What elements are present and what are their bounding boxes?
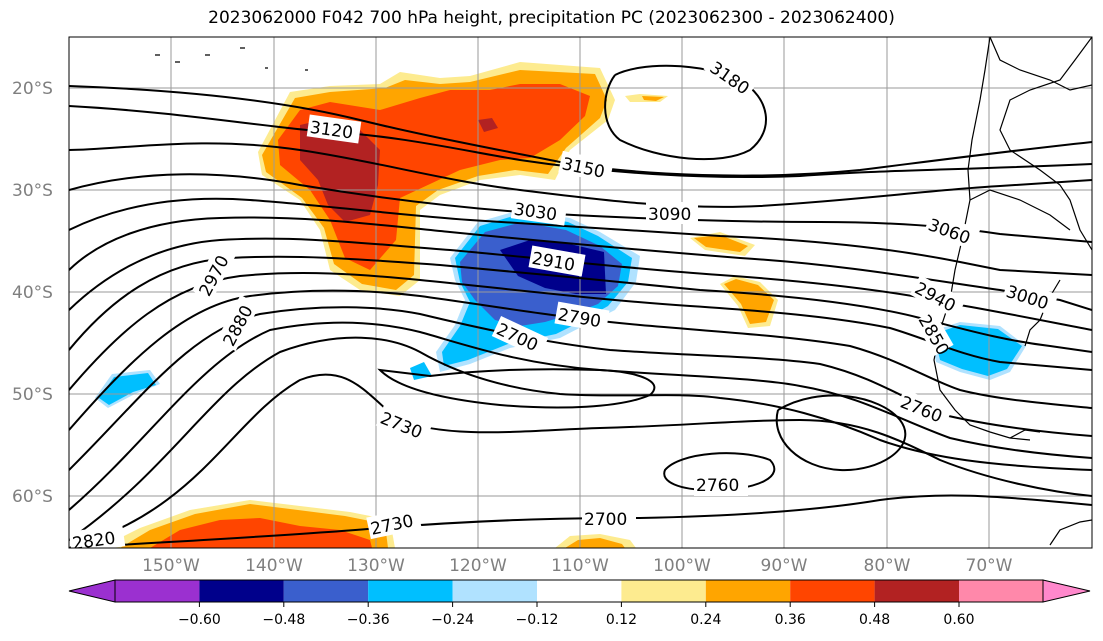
colorbar-bin: [452, 580, 537, 602]
contour-label: 2700: [584, 510, 627, 530]
colorbar-tick-label: 0.60: [943, 612, 974, 628]
colorbar-tick-label: 0.48: [859, 612, 890, 628]
lon-label: 150°W: [142, 556, 200, 576]
colorbar-bin: [199, 580, 284, 602]
lon-label: 140°W: [245, 556, 303, 576]
colorbar-tick-label: −0.60: [178, 612, 221, 628]
colorbar-bin: [621, 580, 706, 602]
colorbar-tick-label: −0.48: [262, 612, 305, 628]
lat-label: 60°S: [12, 487, 53, 507]
colorbar-extend-low: [68, 579, 116, 603]
map-title: 2023062000 F042 700 hPa height, precipit…: [208, 8, 895, 28]
colorbar-bin: [959, 580, 1043, 602]
lon-label: 80°W: [864, 556, 911, 576]
map-plot-area: 3180 3120 3150 3090 3030 3060 2970 2910 …: [69, 37, 1092, 555]
colorbar-tick-label: 0.12: [606, 612, 637, 628]
latitude-labels: 20°S 30°S 40°S 50°S 60°S: [12, 79, 53, 507]
lon-label: 90°W: [761, 556, 808, 576]
colorbar-tick-label: −0.12: [516, 612, 559, 628]
contour-label: 2760: [696, 476, 739, 496]
colorbar-tick-label: −0.36: [347, 612, 390, 628]
precip-positive-south: [100, 500, 636, 548]
lon-label: 100°W: [653, 556, 711, 576]
contour-label: 3090: [648, 205, 691, 225]
lat-label: 20°S: [12, 79, 53, 99]
lon-label: 120°W: [449, 556, 507, 576]
colorbar-extend-high: [1042, 579, 1091, 603]
lat-label: 30°S: [12, 181, 53, 201]
colorbar: −0.60 −0.48 −0.36 −0.24 −0.12 0.12 0.24 …: [68, 579, 1091, 628]
colorbar-bin: [115, 580, 200, 602]
colorbar-bin: [874, 580, 959, 602]
colorbar-tick-label: −0.24: [431, 612, 474, 628]
map-frame: [68, 36, 1093, 549]
colorbar-bin: [537, 580, 622, 602]
lat-label: 40°S: [12, 283, 53, 303]
lon-label: 70°W: [966, 556, 1013, 576]
contour-label: 2820: [71, 529, 117, 555]
colorbar-tick-label: 0.24: [690, 612, 721, 628]
colorbar-bin: [283, 580, 369, 602]
colorbar-bin: [790, 580, 875, 602]
colorbar-bin: [705, 580, 791, 602]
lat-label: 50°S: [12, 385, 53, 405]
colorbar-tick-label: 0.36: [775, 612, 806, 628]
lon-label: 110°W: [551, 556, 609, 576]
lon-label: 130°W: [347, 556, 405, 576]
colorbar-bin: [368, 580, 453, 602]
colorbar-frame: [114, 579, 1044, 603]
longitude-labels: 150°W 140°W 130°W 120°W 110°W 100°W 90°W…: [142, 556, 1013, 576]
